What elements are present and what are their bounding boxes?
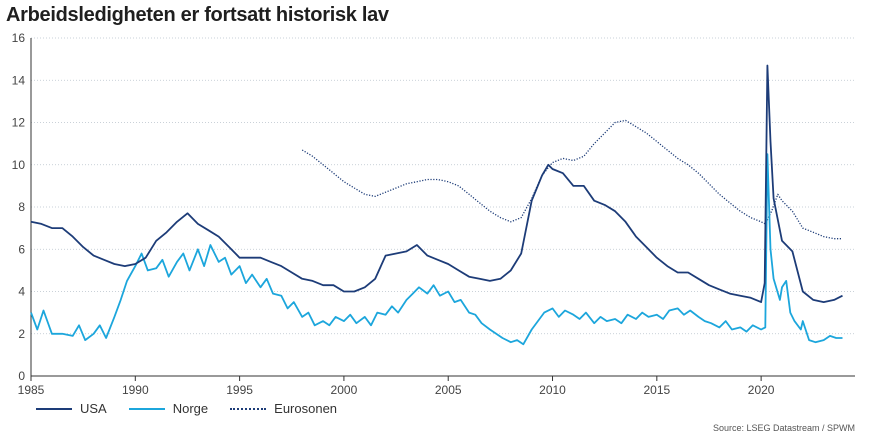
y-tick-label: 8 bbox=[18, 200, 25, 214]
y-tick-label: 2 bbox=[18, 327, 25, 341]
x-tick-label: 1990 bbox=[122, 383, 149, 397]
axes: 0 2 4 6 8 10 12 14 16 1985 1990 1995 2000 2005 2010 201… bbox=[12, 31, 855, 397]
legend-item-eurosonen: Eurosonen bbox=[230, 401, 337, 416]
series-line-usa bbox=[30, 64, 843, 303]
source-note: Source: LSEG Datastream / SPWM bbox=[712, 423, 855, 433]
y-tick-label: 4 bbox=[18, 285, 25, 299]
legend-item-usa: USA bbox=[36, 401, 107, 416]
legend-swatch-usa bbox=[36, 407, 72, 410]
legend-swatch-eurosonen bbox=[230, 407, 267, 410]
y-tick-label: 0 bbox=[18, 369, 25, 383]
chart-title: Arbeidsledigheten er fortsatt historisk … bbox=[6, 4, 389, 26]
legend-label-eurosonen: Eurosonen bbox=[274, 401, 338, 416]
y-tick-label: 10 bbox=[12, 158, 26, 172]
grid-lines bbox=[31, 37, 855, 335]
y-tick-label: 14 bbox=[12, 73, 26, 87]
x-tick-label: 2000 bbox=[331, 383, 358, 397]
legend: USA Norge Eurosonen bbox=[36, 401, 337, 416]
legend-label-usa: USA bbox=[80, 401, 107, 416]
x-tick-label: 1995 bbox=[226, 383, 253, 397]
legend-swatch-norge bbox=[128, 407, 165, 410]
legend-item-norge: Norge bbox=[128, 401, 209, 416]
series-line-norge bbox=[30, 153, 843, 346]
series-lines bbox=[30, 64, 843, 346]
series-line-eurosonen bbox=[301, 119, 843, 240]
x-tick-label: 2005 bbox=[435, 383, 462, 397]
x-tick-label: 1985 bbox=[18, 383, 45, 397]
x-tick-label: 2020 bbox=[748, 383, 775, 397]
x-tick-label: 2010 bbox=[539, 383, 566, 397]
y-tick-label: 12 bbox=[12, 116, 26, 130]
legend-label-norge: Norge bbox=[172, 401, 209, 416]
y-tick-label: 6 bbox=[18, 242, 25, 256]
y-tick-label: 16 bbox=[12, 31, 26, 45]
x-tick-label: 2015 bbox=[643, 383, 670, 397]
